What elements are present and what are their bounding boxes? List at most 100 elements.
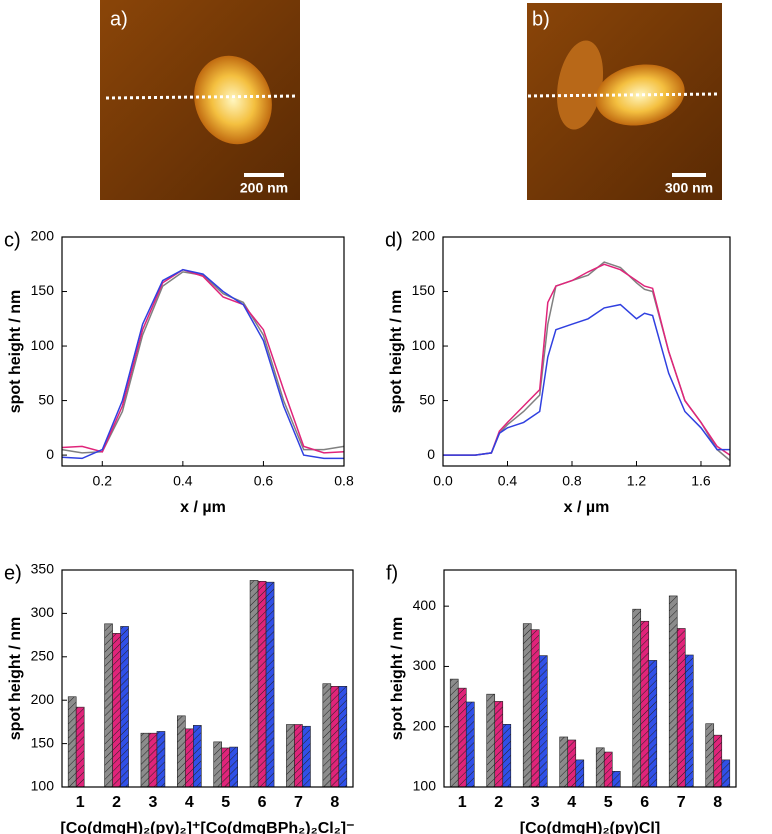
bar (668, 595, 678, 788)
y-tick-label: 300 (31, 604, 55, 620)
y-tick-label: 50 (38, 391, 54, 407)
x-axis-label: [Co(dmgH)₂(py)Cl] (520, 820, 660, 834)
y-tick-label: 150 (31, 282, 55, 298)
panel-label: e) (4, 562, 22, 584)
bar (229, 746, 238, 788)
x-tick-label: 7 (677, 794, 686, 811)
x-tick-label: 4 (567, 794, 576, 811)
bar (338, 686, 348, 788)
bar (330, 686, 340, 788)
x-tick-label: 0.8 (562, 473, 582, 489)
bar (177, 715, 186, 788)
x-tick-label: 0.0 (433, 473, 453, 489)
bar (148, 732, 158, 788)
y-tick-label: 100 (31, 337, 55, 353)
bar (302, 725, 311, 788)
x-tick-label: 0.4 (498, 473, 518, 489)
axes-frame (443, 569, 737, 788)
x-axis-label: x / µm (564, 499, 610, 516)
bar (67, 696, 77, 788)
bar (632, 608, 642, 788)
afm-image-b: b) 300 nm (527, 3, 722, 200)
x-axis-label: x / µm (180, 499, 226, 516)
bar (193, 725, 202, 788)
y-tick-label: 200 (412, 228, 436, 244)
y-axis-label: spot height / nm (388, 290, 405, 414)
bar (567, 739, 577, 788)
bar (559, 736, 569, 788)
plot-area (449, 595, 731, 788)
bar (185, 728, 194, 788)
plot-area (61, 268, 345, 460)
bar (257, 580, 267, 788)
y-tick-label: 150 (412, 282, 436, 298)
image-label: a) (110, 8, 128, 30)
y-tick-label: 350 (31, 561, 55, 577)
bar (294, 724, 303, 788)
bar (213, 741, 222, 788)
bar (721, 759, 731, 788)
bar (676, 628, 686, 788)
bar (221, 747, 230, 788)
bar (522, 623, 532, 788)
bar (286, 724, 295, 788)
data-line (443, 263, 731, 456)
axes-frame (442, 236, 731, 467)
bar (538, 655, 548, 788)
x-tick-label: 3 (531, 794, 540, 811)
data-line (443, 303, 730, 456)
x-tick-label: 0.4 (173, 473, 193, 489)
bar (104, 623, 113, 788)
bar (595, 747, 605, 788)
x-tick-label: 0.6 (254, 473, 274, 489)
bar (265, 581, 275, 788)
y-axis-label: spot height / nm (7, 290, 24, 414)
plot-area (67, 580, 348, 788)
scale-bar-label: 200 nm (240, 180, 288, 196)
data-line (61, 271, 345, 454)
y-tick-label: 100 (413, 778, 437, 794)
y-axis-label: spot height / nm (7, 617, 24, 741)
bar (705, 723, 715, 788)
y-tick-label: 50 (419, 391, 435, 407)
x-tick-label: 1.6 (691, 473, 711, 489)
bar (530, 629, 540, 788)
y-tick-label: 100 (31, 778, 55, 794)
image-label: b) (532, 8, 550, 30)
x-tick-label: 7 (294, 794, 303, 811)
data-line (61, 268, 344, 460)
axes-frame (61, 569, 354, 788)
y-tick-label: 250 (31, 648, 55, 664)
bar (322, 683, 332, 788)
bar (465, 701, 475, 788)
bar (494, 701, 504, 788)
y-tick-label: 200 (31, 691, 55, 707)
plot-area (443, 261, 731, 462)
y-tick-label: 400 (413, 597, 437, 613)
x-tick-label: 6 (258, 794, 267, 811)
x-tick-label: 8 (330, 794, 339, 811)
bar (120, 626, 129, 788)
x-tick-label: 1.2 (627, 473, 647, 489)
bar (640, 620, 650, 788)
x-tick-label: 2 (112, 794, 121, 811)
panel-label: d) (385, 229, 403, 251)
bar (611, 771, 621, 788)
bar (449, 678, 459, 788)
bar (486, 693, 496, 788)
bar (502, 724, 512, 788)
bar (648, 660, 658, 788)
bar (249, 580, 259, 788)
x-tick-label: 0.8 (334, 473, 354, 489)
y-tick-label: 150 (31, 734, 55, 750)
bar (684, 654, 694, 788)
x-tick-label: 5 (604, 794, 613, 811)
x-axis-label: [Co(dmgH)₂(py)₂]⁺[Co(dmgBPh₂)₂Cl₂]⁻ (60, 820, 354, 834)
x-tick-label: 2 (494, 794, 503, 811)
y-tick-label: 300 (413, 657, 437, 673)
bar (156, 731, 166, 788)
bar (575, 759, 585, 788)
bar (112, 633, 121, 788)
data-line (443, 261, 731, 462)
